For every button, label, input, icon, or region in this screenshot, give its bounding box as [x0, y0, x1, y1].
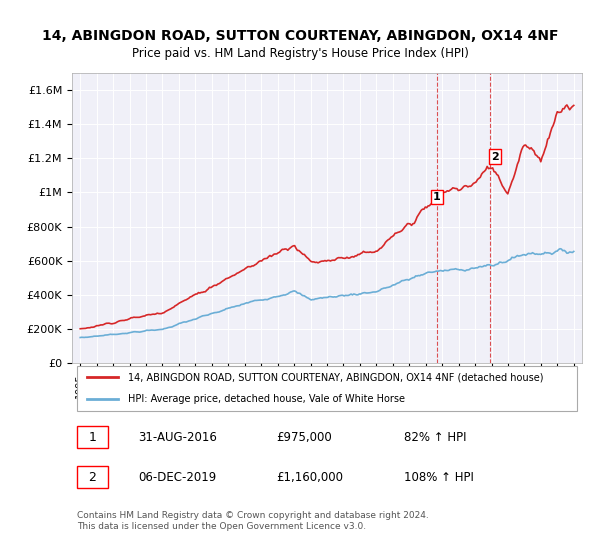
Text: 14, ABINGDON ROAD, SUTTON COURTENAY, ABINGDON, OX14 4NF: 14, ABINGDON ROAD, SUTTON COURTENAY, ABI… [42, 29, 558, 44]
Text: Contains HM Land Registry data © Crown copyright and database right 2024.
This d: Contains HM Land Registry data © Crown c… [77, 511, 429, 531]
FancyBboxPatch shape [77, 466, 108, 488]
Text: 2: 2 [88, 471, 97, 484]
Text: 1: 1 [433, 192, 440, 202]
Text: £1,160,000: £1,160,000 [276, 471, 343, 484]
Text: 82% ↑ HPI: 82% ↑ HPI [404, 431, 466, 444]
FancyBboxPatch shape [77, 426, 108, 449]
Text: 06-DEC-2019: 06-DEC-2019 [139, 471, 217, 484]
Text: HPI: Average price, detached house, Vale of White Horse: HPI: Average price, detached house, Vale… [128, 394, 405, 404]
Text: 31-AUG-2016: 31-AUG-2016 [139, 431, 217, 444]
Text: Price paid vs. HM Land Registry's House Price Index (HPI): Price paid vs. HM Land Registry's House … [131, 46, 469, 60]
Text: 2: 2 [491, 152, 499, 162]
Text: £975,000: £975,000 [276, 431, 332, 444]
FancyBboxPatch shape [77, 366, 577, 411]
Text: 14, ABINGDON ROAD, SUTTON COURTENAY, ABINGDON, OX14 4NF (detached house): 14, ABINGDON ROAD, SUTTON COURTENAY, ABI… [128, 372, 544, 382]
Text: 108% ↑ HPI: 108% ↑ HPI [404, 471, 473, 484]
Text: 1: 1 [88, 431, 97, 444]
